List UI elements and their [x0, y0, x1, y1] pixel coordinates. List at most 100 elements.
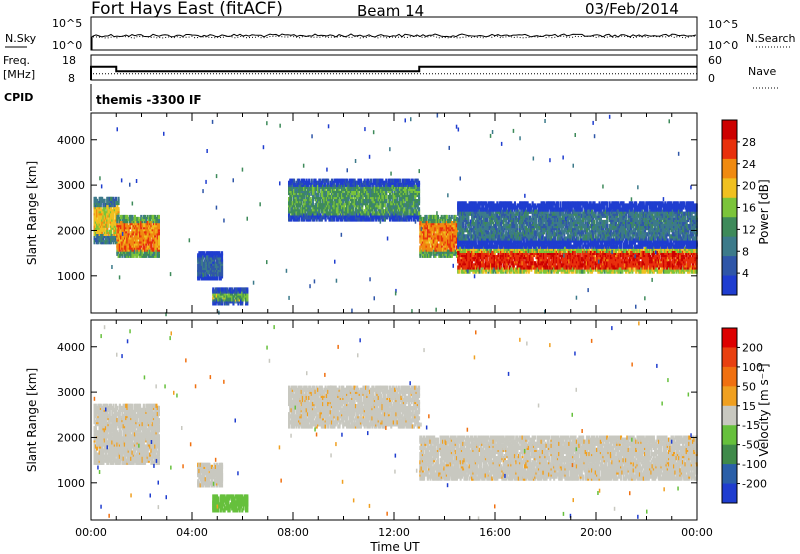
scatter-cell-2	[216, 272, 219, 277]
scatter-cell-0	[101, 238, 104, 243]
scatter-cell-4	[385, 197, 388, 202]
scatter-cell-1	[121, 249, 124, 254]
scatter-cell-0	[102, 238, 105, 243]
scatter-cell-3	[224, 287, 227, 292]
scatter-cell-4	[349, 178, 352, 183]
scatter-cell-4	[347, 184, 350, 189]
scatter-cell-4	[296, 188, 299, 193]
scatter-cell-2	[202, 251, 205, 256]
scatter-cell-0	[94, 231, 97, 236]
scatter-cell-4	[317, 188, 320, 193]
scatter-cell-4	[309, 215, 312, 220]
scatter-cell-1	[140, 249, 143, 254]
scatter-cell-1	[136, 219, 139, 224]
scatter-cell-2	[216, 251, 219, 256]
scatter-cell-4	[390, 178, 393, 183]
cpid-value: themis -3300 IF	[96, 93, 202, 107]
scatter-cell-0	[108, 209, 111, 214]
scatter-cell-4	[332, 180, 335, 185]
scatter-cell-4	[357, 201, 360, 206]
scatter-cell-4	[337, 178, 340, 183]
scatter-cell-1	[155, 219, 158, 224]
scatter-cell-4	[320, 180, 323, 185]
noise-panel-frame	[90, 16, 698, 51]
scatter-cell-4	[365, 207, 368, 212]
scatter-cell-2	[204, 253, 207, 258]
scatter-cell-0	[102, 211, 105, 216]
scatter-cell-4	[404, 178, 407, 183]
scatter-cell-4	[325, 178, 328, 183]
scatter-cell-1	[126, 223, 129, 228]
scatter-cell-3	[232, 289, 235, 294]
scatter-cell-4	[314, 203, 317, 208]
scatter-cell-0	[93, 203, 96, 208]
scatter-cell-4	[296, 211, 299, 216]
noise-sky-trace	[91, 33, 697, 51]
scatter-cell-4	[314, 190, 317, 196]
scatter-cell-4	[317, 201, 320, 206]
scatter-cell-4	[344, 211, 347, 216]
scatter-cell-0	[106, 240, 109, 245]
scatter-cell-0	[101, 223, 104, 228]
scatter-cell-6	[510, 267, 513, 272]
scatter-cell-4	[341, 201, 344, 206]
scatter-cell-4	[394, 182, 397, 187]
scatter-cell-1	[117, 214, 120, 220]
scatter-cell-4	[330, 199, 333, 204]
scatter-cell-4	[300, 207, 303, 212]
scatter-cell-0	[102, 207, 105, 212]
scatter-cell-4	[392, 201, 395, 206]
scatter-cell-0	[115, 227, 118, 232]
scatter-cell-1	[132, 231, 135, 236]
scatter-cell-1	[128, 235, 131, 240]
scatter-cell-0	[102, 198, 105, 203]
scatter-cell-4	[352, 199, 355, 204]
scatter-cell-4	[346, 197, 349, 202]
scatter-cell-4	[381, 201, 384, 206]
scatter-cell-1	[146, 223, 149, 228]
scatter-cell-1	[126, 243, 129, 248]
scatter-cell-4	[375, 192, 378, 198]
scatter-cell-4	[407, 178, 410, 183]
scatter-cell-4	[380, 205, 383, 210]
scatter-cell-4	[305, 203, 308, 208]
scatter-cell-0	[107, 196, 110, 201]
scatter-cell-2	[208, 261, 211, 266]
scatter-cell-4	[319, 192, 322, 198]
scatter-cell-4	[311, 201, 314, 206]
scatter-cell-4	[353, 190, 356, 196]
scatter-cell-1	[140, 231, 143, 236]
scatter-cell-5	[428, 243, 431, 248]
scatter-cell-1	[130, 245, 133, 250]
scatter-cell-0	[102, 223, 105, 228]
scatter-cell-4	[390, 201, 393, 206]
scatter-cell-4	[357, 178, 360, 183]
freq-traces	[90, 65, 697, 80]
scatter-cell-4	[368, 203, 371, 208]
scatter-cell-4	[356, 201, 359, 206]
scatter-cell-0	[113, 198, 116, 203]
scatter-cell-2	[213, 251, 216, 256]
scatter-cell-1	[145, 223, 148, 228]
scatter-cell-3	[241, 291, 244, 296]
scatter-cell-4	[418, 207, 421, 212]
scatter-cell-2	[207, 255, 210, 260]
scatter-cell-4	[351, 199, 354, 204]
scatter-cell-4	[409, 194, 412, 200]
scatter-cell-0	[97, 223, 100, 228]
scatter-cell-1	[155, 237, 158, 242]
scatter-cell-4	[296, 178, 299, 183]
scatter-cell-4	[349, 194, 352, 200]
scatter-cell-0	[104, 219, 107, 224]
scatter-cell-4	[368, 209, 371, 214]
scatter-cell-4	[309, 197, 312, 202]
scatter-cell-1	[132, 249, 135, 254]
scatter-cell-3	[231, 295, 234, 300]
scatter-cell-4	[303, 197, 306, 202]
scatter-cell-3	[234, 287, 237, 292]
scatter-cell-4	[341, 205, 344, 210]
scatter-cell-1	[121, 243, 124, 248]
scatter-cell-4	[305, 178, 308, 183]
scatter-cell-3	[245, 297, 248, 302]
scatter-cell-0	[102, 215, 105, 220]
